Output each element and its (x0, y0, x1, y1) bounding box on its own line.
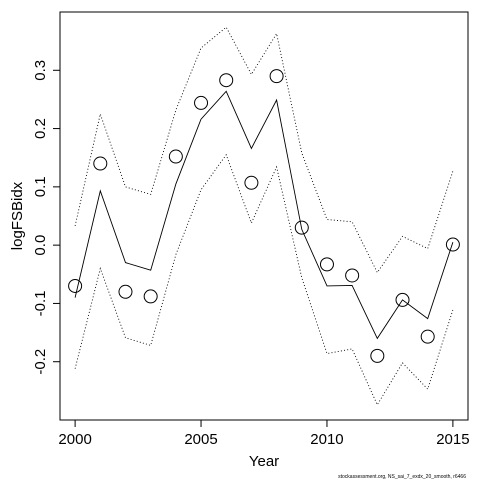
data-point (445, 237, 460, 252)
x-tick-label: 2005 (184, 431, 217, 448)
x-tick-label: 2000 (58, 431, 91, 448)
data-point (395, 292, 410, 307)
data-point (420, 329, 435, 344)
series-layer (68, 26, 460, 406)
data-point (194, 95, 209, 110)
footnote: stockassessment.org, NS_sai_7_exdx_20_sm… (338, 474, 466, 480)
data-point (345, 268, 360, 283)
x-tick-label: 2010 (310, 431, 343, 448)
data-point (319, 257, 334, 272)
data-point (168, 149, 183, 164)
data-point (93, 156, 108, 171)
y-tick-label: 0.2 (32, 118, 49, 139)
data-point (118, 284, 133, 299)
data-point (143, 289, 158, 304)
x-axis: 2000 2005 2010 2015 (58, 420, 470, 448)
y-tick-label: -0.2 (32, 349, 49, 375)
data-point (219, 73, 234, 88)
y-tick-label: -0.1 (32, 290, 49, 316)
observed-points (68, 69, 460, 363)
y-axis-label: logFSBidx (9, 181, 26, 250)
plot-frame (59, 11, 469, 421)
data-point (294, 220, 309, 235)
y-axis: -0.2 -0.1 0.0 0.1 0.2 0.3 (32, 60, 60, 375)
fitted-line (74, 90, 454, 340)
y-tick-label: 0.0 (32, 235, 49, 256)
data-point (68, 278, 83, 293)
confidence-bound-line (74, 26, 454, 274)
y-tick-label: 0.3 (32, 60, 49, 81)
x-axis-label: Year (249, 453, 279, 470)
data-point (244, 175, 259, 190)
y-tick-label: 0.1 (32, 176, 49, 197)
confidence-bound-line (74, 153, 454, 406)
data-point (269, 69, 284, 84)
data-point (370, 348, 385, 363)
x-tick-label: 2015 (436, 431, 469, 448)
